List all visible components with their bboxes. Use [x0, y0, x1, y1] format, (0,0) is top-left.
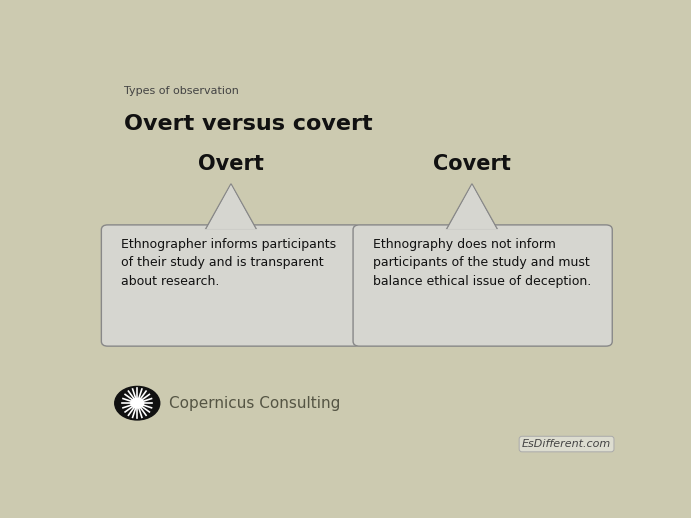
Text: Overt versus covert: Overt versus covert [124, 114, 372, 134]
Text: Ethnographer informs participants
of their study and is transparent
about resear: Ethnographer informs participants of the… [121, 238, 337, 287]
Polygon shape [207, 185, 255, 229]
Text: Covert: Covert [433, 154, 511, 174]
FancyBboxPatch shape [102, 225, 361, 346]
Text: EsDifferent.com: EsDifferent.com [522, 439, 611, 449]
Circle shape [131, 398, 144, 408]
Text: Copernicus Consulting: Copernicus Consulting [169, 396, 341, 411]
Circle shape [115, 386, 160, 420]
Text: Overt: Overt [198, 154, 264, 174]
Polygon shape [448, 185, 496, 229]
Text: Ethnography does not inform
participants of the study and must
balance ethical i: Ethnography does not inform participants… [373, 238, 591, 287]
FancyBboxPatch shape [353, 225, 612, 346]
Text: Types of observation: Types of observation [124, 86, 238, 96]
Polygon shape [446, 184, 498, 229]
Polygon shape [205, 184, 256, 229]
